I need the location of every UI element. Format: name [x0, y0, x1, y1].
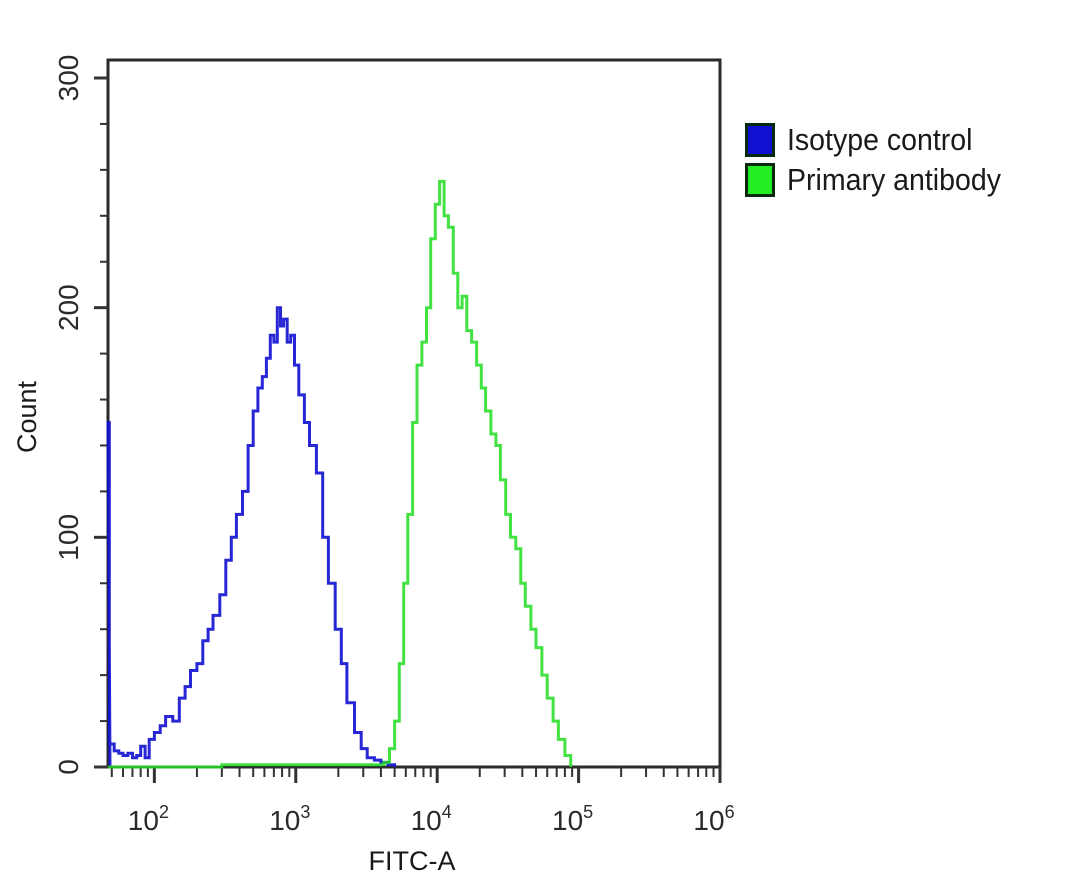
y-axis-title: Count: [12, 380, 42, 453]
x-axis-ticks: 102 103 104 105 106: [110, 767, 735, 836]
y-tick-label: 0: [53, 759, 84, 775]
legend-label: Isotype control: [787, 122, 973, 157]
legend-label: Primary antibody: [787, 162, 1001, 197]
plot-area: [106, 58, 722, 769]
histogram-series: [106, 179, 573, 769]
primary-antibody-curve: [108, 179, 573, 769]
x-tick-label: 102: [128, 802, 169, 836]
y-tick-label: 300: [53, 55, 84, 102]
plot-frame: [106, 58, 722, 769]
x-axis-title: FITC-A: [369, 846, 456, 876]
legend-item-isotype-control: Isotype control: [745, 120, 1020, 160]
legend-item-primary-antibody: Primary antibody: [745, 160, 1020, 200]
x-tick-label: 104: [411, 802, 452, 836]
y-tick-label: 100: [53, 514, 84, 561]
x-tick-label: 103: [269, 802, 310, 836]
isotype-control-curve: [106, 306, 397, 768]
legend-swatch-blue: [745, 123, 775, 157]
x-tick-label: 105: [552, 802, 593, 836]
legend-swatch-green: [745, 163, 775, 197]
x-tick-label: 106: [693, 802, 734, 836]
legend: Isotype control Primary antibody: [745, 120, 1020, 200]
y-axis-ticks: 0 100 200 300: [53, 55, 108, 775]
y-tick-label: 200: [53, 284, 84, 331]
